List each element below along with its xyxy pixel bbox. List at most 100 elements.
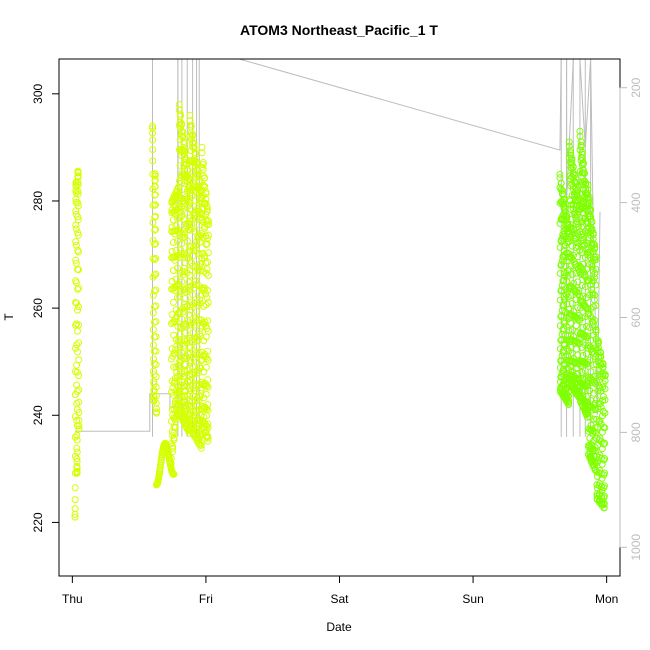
data-point (204, 406, 212, 414)
data-point (584, 186, 592, 194)
data-point (592, 281, 600, 289)
data-point (596, 434, 604, 442)
data-point (152, 225, 160, 233)
data-point (178, 132, 185, 140)
data-point (572, 188, 580, 195)
data-point (74, 181, 82, 189)
data-point (596, 451, 604, 459)
data-point (73, 341, 81, 349)
data-point (72, 344, 79, 352)
data-point (591, 244, 599, 252)
data-point (74, 213, 82, 221)
data-point (579, 323, 587, 331)
data-point (151, 213, 159, 221)
data-point (73, 455, 81, 463)
data-point (151, 226, 159, 234)
data-point (588, 286, 596, 293)
data-point (204, 424, 212, 432)
data-point (572, 322, 580, 330)
data-point (198, 149, 206, 157)
data-point (576, 246, 584, 254)
data-point (197, 259, 205, 267)
data-point (170, 298, 177, 306)
data-point (583, 323, 590, 330)
data-point (592, 326, 600, 334)
data-point (73, 368, 81, 376)
data-point (590, 361, 598, 369)
data-point (601, 424, 609, 432)
data-point (203, 265, 211, 273)
data-point (186, 390, 193, 398)
data-point (183, 383, 191, 391)
data-point (586, 356, 594, 364)
data-point (198, 143, 206, 151)
data-point (169, 444, 177, 452)
data-point (597, 349, 605, 357)
data-point (578, 368, 586, 376)
data-point (152, 347, 160, 355)
data-point (72, 241, 80, 249)
data-point (149, 122, 156, 130)
data-point (599, 393, 607, 400)
data-point (196, 393, 204, 401)
data-point (560, 200, 568, 208)
data-point (178, 120, 186, 127)
data-point (186, 344, 194, 352)
data-point (71, 505, 79, 513)
data-point (74, 285, 82, 293)
data-point (577, 138, 585, 146)
data-point (185, 247, 193, 255)
data-point (181, 233, 189, 241)
data-point (580, 359, 588, 367)
data-point (169, 216, 177, 224)
data-point (591, 424, 599, 432)
data-point (153, 409, 160, 417)
data-point (576, 214, 584, 222)
data-point (189, 291, 197, 299)
data-point (202, 363, 210, 371)
data-point (177, 124, 184, 132)
data-point (73, 468, 81, 476)
data-point (184, 350, 192, 358)
data-point (74, 190, 82, 198)
data-point (597, 353, 605, 361)
data-point (591, 291, 599, 299)
data-point (590, 277, 597, 285)
x-axis-label: Date (326, 620, 352, 634)
data-point (74, 327, 81, 335)
data-point (203, 208, 211, 216)
data-point (196, 263, 203, 271)
data-point (73, 436, 81, 444)
data-point (565, 305, 573, 313)
data-point (587, 205, 595, 213)
data-point (180, 140, 188, 147)
data-point (149, 326, 157, 334)
x-tick-label: Thu (62, 592, 83, 606)
data-point (591, 316, 599, 324)
data-point (204, 356, 212, 364)
data-point (169, 448, 176, 456)
data-point (185, 202, 193, 210)
data-point (563, 212, 571, 220)
data-point (74, 348, 81, 356)
data-point (193, 158, 201, 166)
data-point (190, 139, 198, 147)
data-point (592, 253, 600, 261)
pressure-layer (75, 58, 601, 437)
data-point (194, 397, 202, 405)
data-point (601, 455, 609, 463)
data-point (569, 169, 577, 177)
data-point (601, 396, 609, 404)
data-point (576, 127, 584, 135)
data-point (578, 234, 586, 241)
data-point (197, 441, 205, 449)
data-point (186, 117, 194, 125)
data-point (152, 383, 160, 391)
y-tick-label: 240 (31, 405, 45, 425)
data-point (187, 123, 195, 131)
data-point (73, 299, 80, 307)
y-tick-label: 280 (31, 191, 45, 211)
data-point (171, 230, 179, 238)
data-point (557, 185, 565, 193)
